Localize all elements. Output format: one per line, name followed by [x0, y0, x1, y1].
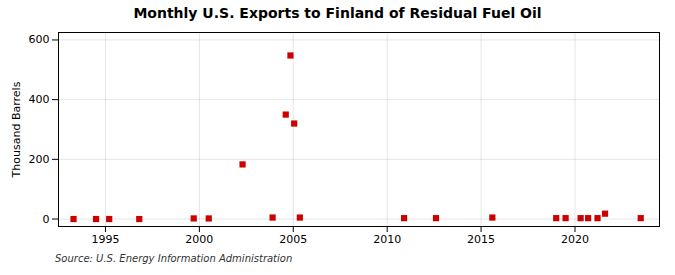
svg-text:2000: 2000	[185, 233, 213, 246]
svg-text:Thousand Barrels: Thousand Barrels	[10, 81, 23, 178]
svg-text:2020: 2020	[561, 233, 589, 246]
svg-text:2015: 2015	[467, 233, 495, 246]
svg-text:600: 600	[29, 33, 50, 46]
html-text:Monthly U.S. Exports to Finlan: Monthly U.S. Exports to Finland of Resid…	[133, 5, 542, 21]
svg-text:2005: 2005	[279, 233, 307, 246]
html-text:Source: U.S. Energy Informatio: Source: U.S. Energy Information Administ…	[55, 253, 293, 264]
svg-text:2010: 2010	[373, 233, 401, 246]
svg-text:1995: 1995	[91, 233, 119, 246]
svg-text:200: 200	[29, 153, 50, 166]
svg-text:400: 400	[29, 93, 50, 106]
svg-text:0: 0	[43, 213, 50, 226]
